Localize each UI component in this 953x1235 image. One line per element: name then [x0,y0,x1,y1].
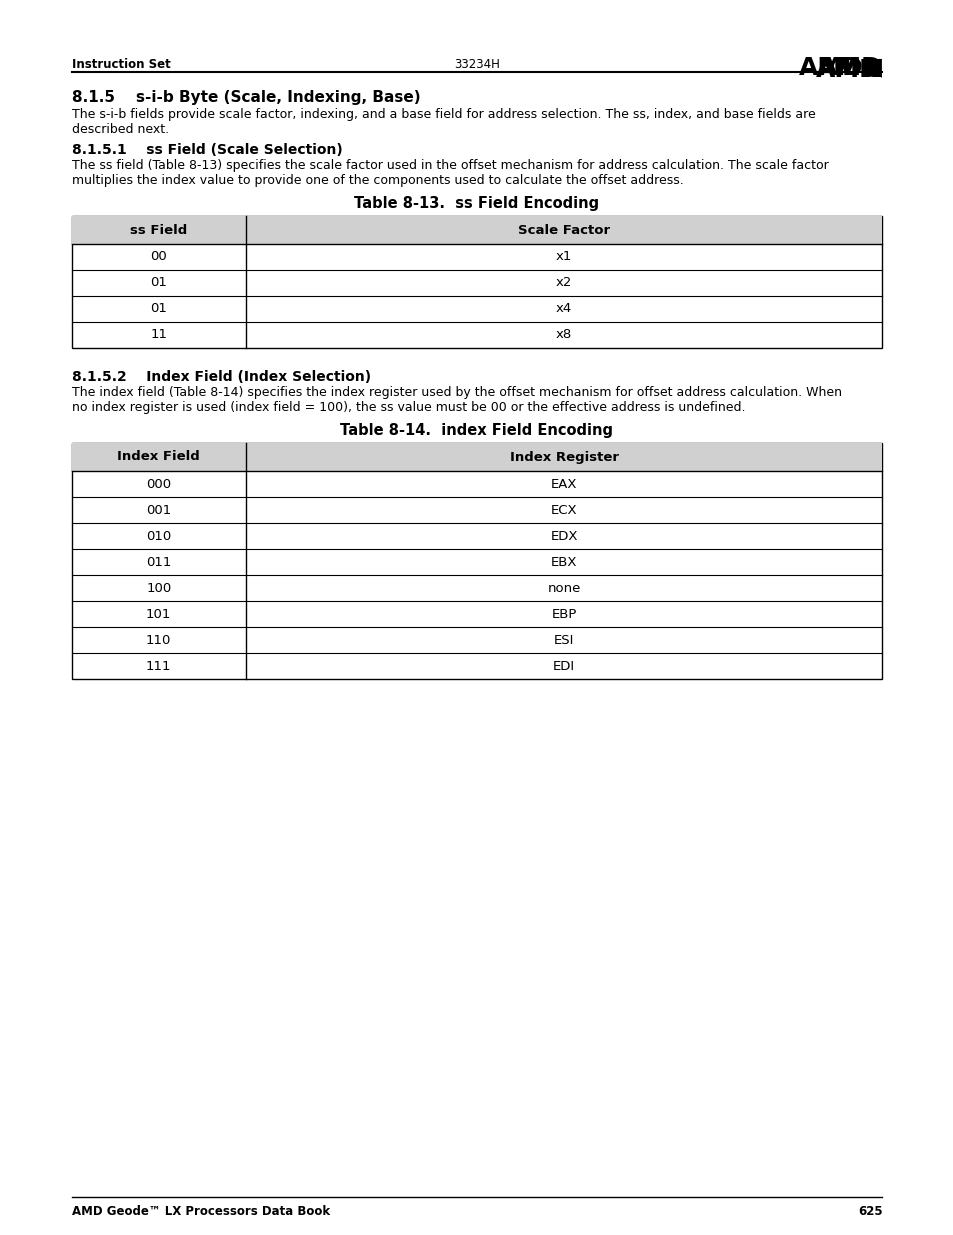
Text: Instruction Set: Instruction Set [71,58,171,70]
Text: The s-i-b fields provide scale factor, indexing, and a base field for address se: The s-i-b fields provide scale factor, i… [71,107,815,121]
Text: Scale Factor: Scale Factor [517,224,610,236]
Text: ECX: ECX [550,504,577,516]
Text: EDX: EDX [550,530,578,542]
Text: 8.1.5.1    ss Field (Scale Selection): 8.1.5.1 ss Field (Scale Selection) [71,143,342,157]
Bar [71,216,882,348]
Bar [71,443,882,471]
Text: 01: 01 [151,277,167,289]
Text: EBX: EBX [550,556,577,568]
Text: EDI: EDI [553,659,575,673]
Text: 011: 011 [146,556,172,568]
Text: EBP: EBP [551,608,577,620]
Text: x2: x2 [556,277,572,289]
Text: 33234H: 33234H [454,58,499,70]
Text: 111: 111 [146,659,172,673]
Text: 001: 001 [146,504,172,516]
Text: 00: 00 [151,251,167,263]
Text: none: none [547,582,580,594]
Text: 010: 010 [146,530,172,542]
Text: 8.1.5    s-i-b Byte (Scale, Indexing, Base): 8.1.5 s-i-b Byte (Scale, Indexing, Base) [71,90,419,105]
Text: no index register is used (index field = 100), the ss value must be 00 or the ef: no index register is used (index field =… [71,401,744,414]
Text: EAX: EAX [550,478,577,490]
Text: AMD◥: AMD◥ [798,56,882,80]
Text: The index field (Table 8-14) specifies the index register used by the offset mec: The index field (Table 8-14) specifies t… [71,387,841,399]
Text: AMD: AMD [815,58,880,82]
Text: described next.: described next. [71,124,169,136]
Text: multiplies the index value to provide one of the components used to calculate th: multiplies the index value to provide on… [71,174,682,186]
Text: x1: x1 [556,251,572,263]
Text: Table 8-14.  index Field Encoding: Table 8-14. index Field Encoding [340,424,613,438]
Text: 110: 110 [146,634,172,646]
Text: 000: 000 [146,478,172,490]
Text: The ss field (Table 8-13) specifies the scale factor used in the offset mechanis: The ss field (Table 8-13) specifies the … [71,159,827,172]
Text: Table 8-13.  ss Field Encoding: Table 8-13. ss Field Encoding [355,196,598,211]
Text: Index Field: Index Field [117,451,200,463]
Bar [864,61,881,77]
Text: 101: 101 [146,608,172,620]
Text: 11: 11 [150,329,167,342]
Bar [71,443,882,679]
Polygon shape [864,68,872,77]
Text: AMD: AMD [817,56,882,80]
Text: 01: 01 [151,303,167,315]
Text: AMD Geode™ LX Processors Data Book: AMD Geode™ LX Processors Data Book [71,1205,330,1218]
Text: 100: 100 [146,582,172,594]
Bar [71,216,882,245]
Text: 8.1.5.2    Index Field (Index Selection): 8.1.5.2 Index Field (Index Selection) [71,370,371,384]
Text: x8: x8 [556,329,572,342]
Text: Index Register: Index Register [509,451,618,463]
Text: ESI: ESI [554,634,574,646]
Text: 625: 625 [857,1205,882,1218]
Text: x4: x4 [556,303,572,315]
Text: ss Field: ss Field [130,224,187,236]
